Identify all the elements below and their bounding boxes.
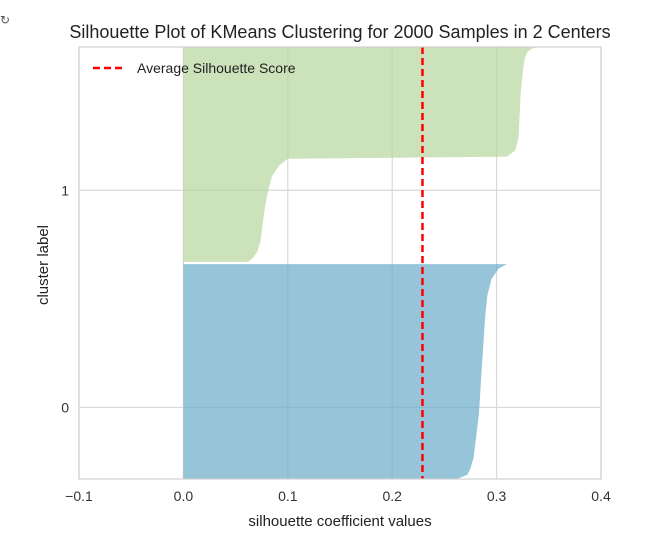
axes: −0.1 0.0 0.1 0.2 0.3 0.4 0 1 bbox=[61, 46, 611, 504]
y-tick-label: 1 bbox=[61, 182, 69, 198]
collapse-arrow-icon[interactable]: ↻ bbox=[0, 13, 11, 27]
cluster-0-area bbox=[183, 264, 507, 479]
y-tick-label: 0 bbox=[61, 399, 69, 415]
clusters bbox=[183, 47, 539, 479]
chart-title: Silhouette Plot of KMeans Clustering for… bbox=[69, 22, 610, 42]
y-axis-label: cluster label bbox=[35, 225, 52, 305]
x-tick-label: 0.3 bbox=[487, 488, 507, 504]
x-tick-label: 0.2 bbox=[382, 488, 402, 504]
x-tick-label: 0.4 bbox=[591, 488, 611, 504]
legend-label: Average Silhouette Score bbox=[137, 60, 296, 76]
cluster-1-area bbox=[183, 47, 539, 262]
plot-frame bbox=[78, 46, 602, 480]
x-axis-label: silhouette coefficient values bbox=[248, 513, 431, 530]
x-tick-label: 0.1 bbox=[278, 488, 298, 504]
legend: Average Silhouette Score bbox=[93, 60, 296, 76]
x-tick-label: 0.0 bbox=[174, 488, 194, 504]
x-tick-label: −0.1 bbox=[65, 488, 93, 504]
